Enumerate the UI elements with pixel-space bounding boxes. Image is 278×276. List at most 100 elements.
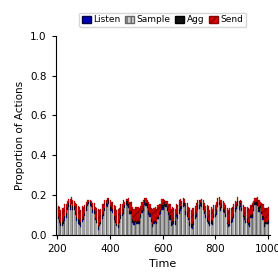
Bar (233, 216, 234, 218)
Bar (172, 207, 173, 221)
Bar (103, 214, 104, 216)
Bar (108, 200, 109, 203)
Bar (71, 204, 72, 235)
Bar (212, 224, 213, 225)
Bar (167, 208, 168, 209)
Bar (124, 208, 125, 235)
Bar (151, 219, 152, 221)
Bar (62, 208, 63, 222)
Bar (78, 206, 79, 219)
Bar (119, 223, 120, 235)
Bar (209, 222, 210, 225)
Bar (153, 208, 155, 221)
Bar (112, 211, 113, 213)
Bar (172, 225, 173, 235)
Bar (189, 226, 190, 235)
Bar (205, 216, 206, 218)
Bar (70, 210, 71, 235)
Bar (145, 203, 147, 205)
Bar (163, 210, 164, 235)
Bar (70, 199, 71, 205)
Bar (71, 197, 72, 200)
Bar (207, 205, 208, 217)
Bar (242, 217, 244, 235)
Bar (128, 206, 129, 208)
Bar (59, 207, 60, 221)
Bar (228, 227, 229, 235)
Bar (67, 209, 68, 210)
Bar (256, 204, 257, 205)
Bar (62, 226, 63, 235)
Bar (96, 222, 97, 223)
Bar (259, 200, 260, 207)
Bar (233, 214, 234, 216)
Bar (242, 214, 244, 216)
Bar (183, 203, 184, 205)
Bar (91, 203, 92, 205)
Bar (209, 210, 210, 222)
Bar (162, 208, 163, 210)
Bar (79, 223, 80, 225)
Bar (181, 209, 182, 235)
Bar (228, 224, 229, 226)
Bar (196, 216, 197, 217)
Bar (62, 222, 63, 225)
Bar (183, 198, 184, 203)
Bar (92, 203, 93, 209)
Bar (133, 223, 135, 225)
Bar (228, 210, 229, 224)
Bar (245, 221, 246, 222)
Bar (245, 222, 246, 223)
Bar (236, 206, 237, 208)
Bar (68, 199, 70, 203)
Bar (136, 224, 137, 235)
Bar (111, 208, 112, 209)
Bar (208, 221, 209, 223)
Bar (233, 203, 234, 214)
Bar (197, 209, 198, 235)
Bar (58, 219, 59, 235)
Bar (224, 212, 225, 213)
Bar (79, 207, 80, 220)
Bar (120, 204, 121, 215)
Bar (118, 225, 119, 227)
Bar (70, 208, 71, 210)
Bar (165, 204, 167, 206)
Bar (203, 206, 204, 209)
Bar (169, 215, 170, 219)
Bar (125, 199, 126, 201)
Bar (264, 222, 265, 226)
Bar (94, 210, 95, 213)
Bar (147, 203, 148, 206)
Bar (143, 200, 144, 208)
Bar (219, 205, 220, 235)
Bar (240, 200, 241, 203)
Bar (68, 203, 70, 206)
Bar (124, 207, 125, 208)
Bar (143, 211, 144, 235)
Bar (176, 205, 177, 214)
Bar (179, 200, 180, 209)
Bar (125, 205, 126, 235)
Bar (68, 207, 70, 235)
Bar (107, 207, 108, 235)
Bar (86, 210, 87, 211)
Bar (212, 221, 213, 224)
Bar (155, 207, 156, 221)
Bar (151, 222, 152, 235)
Bar (220, 211, 221, 235)
Bar (127, 201, 128, 204)
Bar (101, 204, 103, 215)
Bar (128, 198, 129, 204)
Bar (224, 203, 225, 210)
Bar (103, 216, 104, 235)
Bar (128, 208, 129, 235)
Bar (148, 213, 149, 215)
Bar (205, 206, 206, 215)
Bar (171, 226, 172, 235)
Bar (213, 214, 214, 217)
Bar (60, 225, 61, 226)
Bar (121, 216, 123, 235)
Bar (205, 215, 206, 216)
Bar (86, 201, 87, 206)
